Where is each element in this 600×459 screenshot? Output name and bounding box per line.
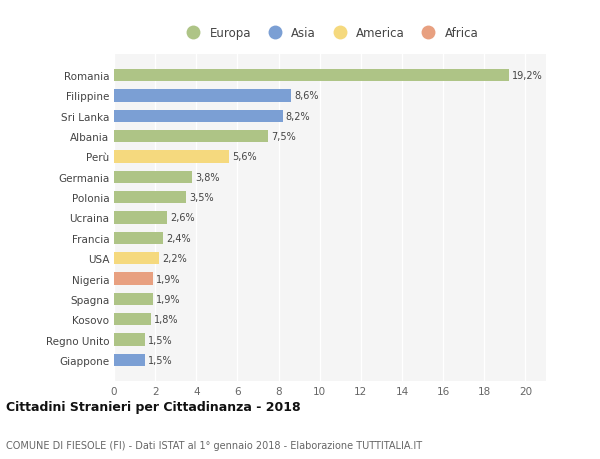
Text: 1,9%: 1,9% [156, 274, 181, 284]
Legend: Europa, Asia, America, Africa: Europa, Asia, America, Africa [179, 25, 481, 43]
Bar [114, 212, 167, 224]
Text: 1,5%: 1,5% [148, 335, 173, 345]
Text: 1,9%: 1,9% [156, 294, 181, 304]
Bar [114, 334, 145, 346]
Bar [114, 313, 151, 325]
Text: 8,2%: 8,2% [286, 112, 310, 122]
Text: 1,8%: 1,8% [154, 314, 179, 325]
Text: 8,6%: 8,6% [294, 91, 319, 101]
Text: 2,2%: 2,2% [163, 254, 187, 263]
Text: 3,8%: 3,8% [195, 173, 220, 182]
Text: 7,5%: 7,5% [271, 132, 296, 142]
Text: 3,5%: 3,5% [189, 193, 214, 203]
Text: 5,6%: 5,6% [232, 152, 257, 162]
Bar [114, 111, 283, 123]
Bar [114, 131, 268, 143]
Bar [114, 171, 192, 184]
Bar [114, 90, 291, 102]
Text: Cittadini Stranieri per Cittadinanza - 2018: Cittadini Stranieri per Cittadinanza - 2… [6, 400, 301, 413]
Text: 2,6%: 2,6% [170, 213, 195, 223]
Text: 19,2%: 19,2% [512, 71, 543, 81]
Bar [114, 232, 163, 244]
Bar [114, 273, 153, 285]
Bar [114, 151, 229, 163]
Bar [114, 293, 153, 305]
Text: 2,4%: 2,4% [166, 233, 191, 243]
Bar [114, 252, 159, 265]
Bar [114, 70, 509, 82]
Bar [114, 192, 186, 204]
Text: COMUNE DI FIESOLE (FI) - Dati ISTAT al 1° gennaio 2018 - Elaborazione TUTTITALIA: COMUNE DI FIESOLE (FI) - Dati ISTAT al 1… [6, 440, 422, 450]
Text: 1,5%: 1,5% [148, 355, 173, 365]
Bar [114, 354, 145, 366]
